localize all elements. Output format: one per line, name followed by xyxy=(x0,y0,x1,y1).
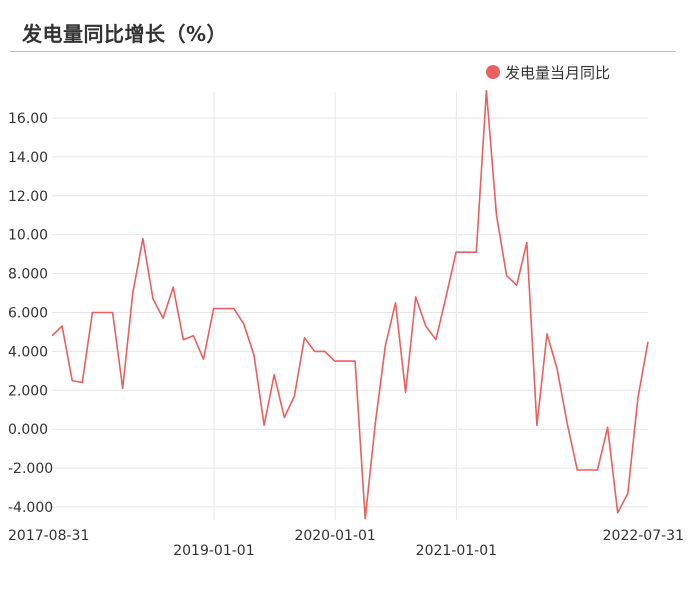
data-point xyxy=(323,350,326,353)
data-point xyxy=(424,325,427,328)
data-point xyxy=(263,424,266,427)
data-point xyxy=(111,311,114,314)
data-point xyxy=(434,338,437,341)
x-tick-label: 2017-08-31 xyxy=(8,528,89,544)
x-tick-label: 2019-01-01 xyxy=(173,543,254,559)
chart-title: 发电量同比增长（%） xyxy=(22,22,228,46)
data-point xyxy=(485,89,488,92)
data-point xyxy=(303,336,306,339)
data-point xyxy=(545,332,548,335)
data-point xyxy=(131,292,134,295)
y-tick-label: 2.000 xyxy=(8,383,48,399)
series-line xyxy=(51,90,649,520)
data-point xyxy=(293,395,296,398)
x-axis-labels: 2017-08-31 2019-01-01 2020-01-01 2021-01-01… xyxy=(8,528,684,559)
data-point xyxy=(202,358,205,361)
data-point xyxy=(283,416,286,419)
data-point xyxy=(596,469,599,472)
data-point xyxy=(81,381,84,384)
data-point xyxy=(465,251,468,254)
data-point xyxy=(566,422,569,425)
data-point xyxy=(91,311,94,314)
y-tick-label: 16.00 xyxy=(8,111,48,127)
data-point xyxy=(182,338,185,341)
data-point xyxy=(141,237,144,240)
data-point xyxy=(455,251,458,254)
data-point xyxy=(515,284,518,287)
x-tick-label: 2022-07-31 xyxy=(603,528,684,544)
x-tick-label: 2021-01-01 xyxy=(416,543,497,559)
data-point xyxy=(273,373,276,376)
data-point xyxy=(475,251,478,254)
y-tick-label: 0.000 xyxy=(8,422,48,438)
data-point xyxy=(576,469,579,472)
data-point xyxy=(212,307,215,310)
data-point xyxy=(354,360,357,363)
data-point xyxy=(606,426,609,429)
data-point xyxy=(525,241,528,244)
data-point xyxy=(636,397,639,400)
data-point xyxy=(162,317,165,320)
data-point xyxy=(61,325,64,328)
title-divider xyxy=(10,51,676,52)
data-point xyxy=(556,367,559,370)
data-point xyxy=(172,286,175,289)
y-tick-label: -2.000 xyxy=(8,461,53,477)
data-point xyxy=(444,295,447,298)
horizontal-gridlines xyxy=(52,117,648,508)
y-tick-label: 10.00 xyxy=(8,228,48,244)
data-point xyxy=(586,469,589,472)
y-tick-label: -4.000 xyxy=(8,500,53,516)
data-point xyxy=(414,295,417,298)
data-point xyxy=(333,360,336,363)
data-point xyxy=(626,492,629,495)
chart-legend[interactable]: 发电量当月同比 xyxy=(486,61,610,83)
data-point xyxy=(152,297,155,300)
data-point xyxy=(374,422,377,425)
data-point xyxy=(232,307,235,310)
data-point xyxy=(495,214,498,217)
legend-marker xyxy=(486,65,500,79)
data-point xyxy=(313,350,316,353)
y-tick-label: 14.00 xyxy=(8,150,48,166)
data-point xyxy=(71,379,74,382)
y-axis-labels: 16.00 14.00 12.00 10.00 8.000 6.000 4.000 2.000… xyxy=(8,111,53,516)
y-tick-label: 12.00 xyxy=(8,189,48,205)
data-point xyxy=(51,334,54,337)
data-point xyxy=(384,344,387,347)
data-point xyxy=(404,391,407,394)
data-point xyxy=(343,360,346,363)
series-layer xyxy=(51,89,650,520)
y-tick-label: 8.000 xyxy=(8,267,48,283)
data-point xyxy=(242,323,245,326)
x-tick-label: 2020-01-01 xyxy=(294,528,375,544)
data-point xyxy=(364,517,367,520)
data-point xyxy=(101,311,104,314)
data-point xyxy=(647,340,650,343)
legend-label: 发电量当月同比 xyxy=(505,63,611,82)
y-tick-label: 6.000 xyxy=(8,306,48,322)
data-point xyxy=(192,334,195,337)
data-point xyxy=(535,424,538,427)
data-point xyxy=(616,511,619,514)
data-point xyxy=(222,307,225,310)
vertical-gridlines xyxy=(213,92,457,520)
data-point xyxy=(253,354,256,357)
y-tick-label: 4.000 xyxy=(8,344,48,360)
data-point xyxy=(394,301,397,304)
data-point xyxy=(121,387,124,390)
data-point xyxy=(505,274,508,277)
